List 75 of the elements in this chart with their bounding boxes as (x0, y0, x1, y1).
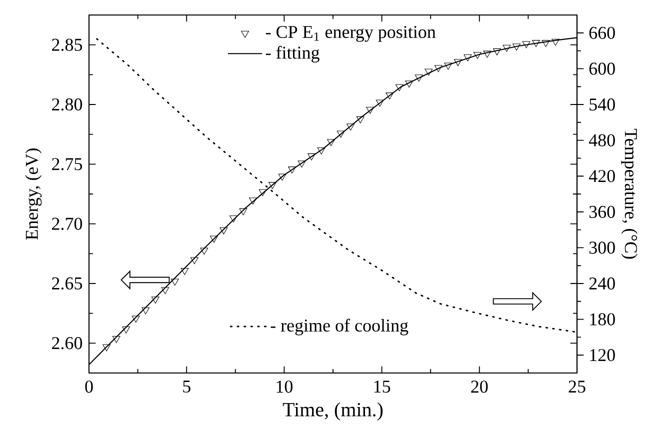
x-tick-label: 15 (374, 380, 390, 393)
x-tick-label: 20 (471, 380, 488, 393)
y2-tick-label: 540 (590, 98, 615, 111)
y2-axis-title: Temperature, (°C) (621, 128, 638, 259)
point (180, 268, 189, 275)
point (161, 287, 170, 294)
x-tick-label: 10 (276, 380, 293, 393)
legend-label: - regime of cooling (270, 318, 408, 336)
point (239, 208, 248, 216)
point (386, 92, 394, 100)
point (151, 296, 160, 304)
point (200, 248, 208, 255)
point (190, 257, 198, 264)
x-tick-label: 5 (183, 380, 190, 393)
legend-label: - CP E$_{1}$ energy position (266, 26, 436, 42)
point (288, 166, 296, 174)
y-tick-label: 2.80 (52, 98, 82, 111)
point (132, 316, 140, 323)
point (532, 40, 540, 47)
point (210, 236, 218, 243)
point (346, 124, 355, 131)
point (258, 189, 267, 196)
point (122, 326, 130, 334)
point (444, 62, 452, 70)
point (424, 68, 433, 76)
y-tick-label: 2.75 (52, 158, 82, 170)
y2-tick-label: 180 (590, 313, 615, 326)
point (522, 41, 530, 48)
x-tick-label: 0 (85, 380, 93, 393)
point (249, 198, 257, 205)
y-tick-label: 2.65 (52, 277, 82, 290)
point (542, 40, 550, 47)
point (268, 182, 276, 189)
point (512, 44, 520, 51)
point (229, 215, 238, 222)
point (170, 278, 179, 286)
point (483, 50, 492, 58)
point (473, 52, 482, 59)
y-tick-label: 2.60 (52, 337, 82, 350)
x-axis-title: Time, (min.) (282, 402, 383, 420)
point (220, 227, 228, 234)
y2-tick-label: 480 (588, 134, 615, 146)
point (405, 80, 414, 88)
point (464, 54, 472, 62)
point (336, 130, 345, 138)
y2-tick-label: 660 (589, 26, 615, 39)
point (308, 153, 316, 160)
point (278, 174, 286, 181)
y-tick-label: 2.85 (52, 38, 82, 51)
point (112, 336, 120, 343)
y2-tick-label: 120 (590, 349, 615, 362)
point (434, 65, 442, 72)
y2-tick-label: 600 (589, 62, 615, 75)
y2-tick-label: 360 (589, 206, 615, 218)
point (395, 84, 404, 92)
point (493, 48, 501, 56)
y2-tick-label: 420 (588, 170, 615, 182)
point (502, 44, 511, 52)
y-axis-title: Energy, (eV) (25, 148, 42, 240)
y-tick-label: 2.70 (52, 218, 82, 230)
point (552, 38, 560, 46)
point (327, 139, 336, 146)
x-tick-label: 25 (568, 380, 586, 393)
point (298, 160, 306, 168)
legend-label: - fitting (266, 46, 320, 62)
point (414, 74, 423, 82)
point (454, 59, 462, 66)
y2-tick-label: 240 (589, 277, 615, 290)
point (142, 307, 150, 314)
point (102, 344, 111, 352)
y2-tick-label: 300 (589, 242, 615, 254)
point (376, 100, 384, 107)
point (366, 106, 374, 114)
point (317, 147, 326, 154)
point (356, 116, 364, 124)
